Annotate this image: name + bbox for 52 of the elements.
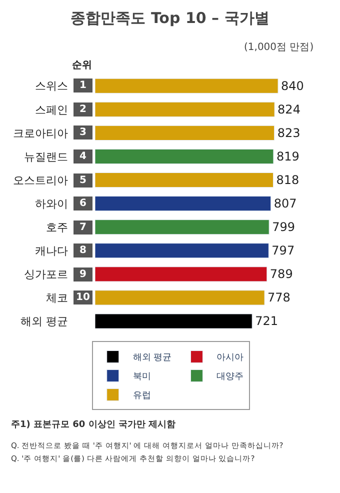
data-label: 799 bbox=[272, 220, 296, 234]
data-label: 823 bbox=[277, 126, 300, 140]
bar bbox=[95, 102, 275, 117]
annotation: 8 bbox=[80, 245, 86, 256]
y-tick-label: 크로아티아 bbox=[13, 126, 68, 140]
y-tick-label: 뉴질랜드 bbox=[24, 150, 68, 164]
annotation: 10 bbox=[76, 292, 90, 303]
y-tick-label: 캐나다 bbox=[35, 244, 68, 258]
legend-label: 유럽 bbox=[132, 391, 151, 402]
bar bbox=[95, 314, 252, 329]
data-label: 840 bbox=[281, 78, 304, 93]
data-label: 721 bbox=[255, 314, 278, 328]
text: 순위 bbox=[72, 60, 92, 71]
y-tick-label: 싱가포르 bbox=[24, 268, 68, 282]
data-label: 818 bbox=[276, 173, 300, 188]
bar bbox=[95, 220, 270, 235]
y-tick-label: 호주 bbox=[46, 220, 68, 234]
y-tick-label: 스위스 bbox=[35, 80, 68, 93]
data-label: 824 bbox=[278, 102, 300, 116]
bar bbox=[95, 172, 274, 188]
annotation: 2 bbox=[80, 104, 86, 115]
annotation: 7 bbox=[80, 222, 86, 233]
annotation: 4 bbox=[80, 151, 86, 162]
bar bbox=[95, 196, 272, 212]
bar bbox=[95, 243, 269, 258]
y-tick-label: 스페인 bbox=[35, 103, 68, 116]
y-tick-label: 오스트리아 bbox=[13, 174, 68, 187]
annotation: 5 bbox=[80, 175, 86, 186]
data-label: 797 bbox=[272, 244, 295, 258]
bar bbox=[95, 148, 274, 164]
legend-label: 북미 bbox=[132, 372, 151, 382]
bar bbox=[95, 290, 265, 306]
annotation: 3 bbox=[80, 127, 86, 138]
data-label: 789 bbox=[270, 267, 293, 282]
text: 주1) 표본규모 60 이상인 국가만 제시함 bbox=[11, 420, 176, 430]
bar bbox=[95, 78, 278, 94]
y-tick-label: 하와이 bbox=[35, 197, 68, 210]
legend-label: 대양주 bbox=[216, 372, 244, 382]
data-label: 819 bbox=[276, 149, 300, 164]
annotation: 9 bbox=[80, 269, 86, 280]
bar bbox=[95, 266, 268, 282]
chart-title: 종합만족도 Top 10 – 국가별 bbox=[70, 8, 270, 27]
annotation: 1 bbox=[80, 80, 86, 91]
chart-subtitle: (1,000점 만점) bbox=[244, 42, 314, 53]
legend-label: 아시아 bbox=[216, 353, 244, 364]
data-label: 807 bbox=[274, 196, 297, 211]
bar bbox=[95, 125, 275, 140]
y-tick-label: 해외 평균 bbox=[20, 315, 68, 328]
legend-label: 해외 평균 bbox=[132, 353, 172, 364]
annotation: 6 bbox=[80, 198, 86, 209]
y-tick-label: 체코 bbox=[46, 292, 68, 305]
data-label: 778 bbox=[268, 290, 290, 305]
